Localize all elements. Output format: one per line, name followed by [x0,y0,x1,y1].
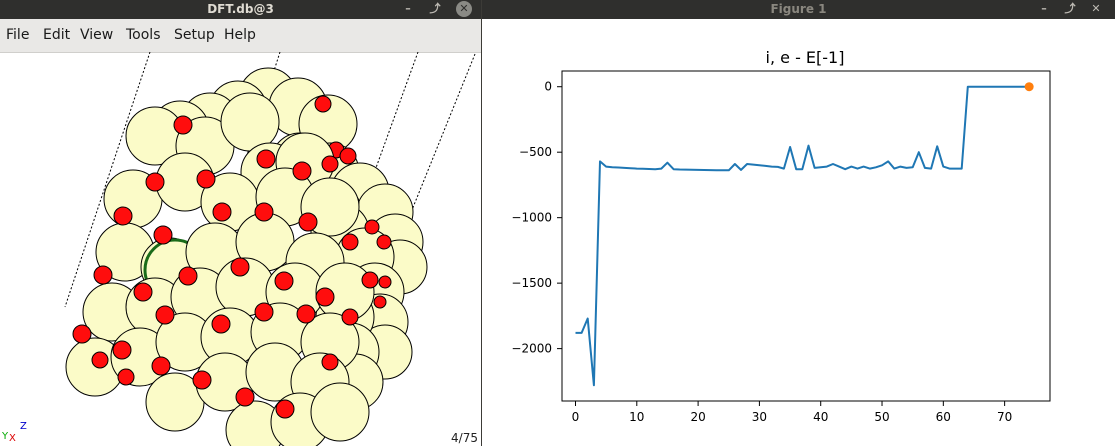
small-atom[interactable] [133,282,153,302]
x-tick-label: 70 [997,410,1012,424]
large-atom[interactable] [220,92,280,152]
y-tick-label: −1000 [511,211,552,225]
ase-gui-window: DFT.db@3 – ⤴ ✕ File Edit View Tools Setu… [0,0,481,446]
small-atom[interactable] [212,202,232,222]
small-atom[interactable] [296,304,316,324]
ase-titlebar[interactable]: DFT.db@3 – ⤴ ✕ [0,0,481,19]
small-atom[interactable] [192,370,212,390]
x-tick-label: 30 [752,410,767,424]
small-atom[interactable] [378,275,392,289]
small-atom[interactable] [275,399,295,419]
axes-indicator: Y X Z [2,414,32,444]
small-atom[interactable] [321,155,339,173]
small-atom[interactable] [151,356,171,376]
small-atom[interactable] [364,219,380,235]
atoms-structure [65,67,428,446]
small-atom[interactable] [145,172,165,192]
menu-tools[interactable]: Tools [126,27,161,43]
small-atom[interactable] [196,169,216,189]
maximize-button[interactable]: ⤴ [429,2,441,15]
small-atom[interactable] [112,340,132,360]
large-atom[interactable] [310,382,370,442]
figure-close-button[interactable]: ✕ [1091,2,1101,15]
small-atom[interactable] [256,149,276,169]
menu-file[interactable]: File [6,27,30,43]
y-axis-ticks: 0 −500 −1000 −1500 −2000 [511,80,562,356]
small-atom[interactable] [373,295,387,309]
small-atom[interactable] [117,368,135,386]
small-atom[interactable] [153,225,173,245]
x-tick-label: 60 [936,410,951,424]
small-atom[interactable] [173,115,193,135]
ase-window-title: DFT.db@3 [207,2,274,16]
small-atom[interactable] [235,387,255,407]
small-atom[interactable] [274,271,294,291]
x-tick-label: 50 [874,410,889,424]
small-atom[interactable] [254,302,274,322]
small-atom[interactable] [339,147,357,165]
current-frame-marker [1024,82,1034,92]
small-atom[interactable] [341,308,359,326]
small-atom[interactable] [211,314,231,334]
atoms-viewport[interactable] [0,52,481,446]
menu-edit[interactable]: Edit [43,27,71,43]
small-atom[interactable] [93,265,113,285]
axis-y-label: Y [2,431,9,442]
y-tick-label: −2000 [511,342,552,356]
y-tick-label: 0 [544,80,552,94]
small-atom[interactable] [292,161,312,181]
small-atom[interactable] [178,266,198,286]
x-axis-ticks: 0 10 20 30 40 50 60 70 [572,401,1012,424]
small-atom[interactable] [315,287,335,307]
small-atom[interactable] [155,305,175,325]
small-atom[interactable] [72,324,92,344]
figure-window-title: Figure 1 [770,2,827,16]
small-atom[interactable] [254,202,274,222]
minimize-button[interactable]: – [405,2,411,15]
small-atom[interactable] [321,353,339,371]
energy-series-line [575,85,1030,387]
small-atom[interactable] [361,271,379,289]
menu-view[interactable]: View [80,27,114,43]
figure-window: Figure 1 – ⤴ ✕ i, e - E[-1] 0 10 20 30 40 50 6… [482,0,1115,446]
y-tick-label: −500 [519,145,552,159]
x-tick-label: 10 [629,410,644,424]
menu-help[interactable]: Help [224,27,256,43]
axis-x-label: X [9,433,16,444]
small-atom[interactable] [376,234,392,250]
menu-bar: File Edit View Tools Setup Help [0,19,481,53]
menu-setup[interactable]: Setup [174,27,215,43]
x-tick-label: 0 [572,410,580,424]
close-button[interactable]: ✕ [456,1,472,17]
x-tick-label: 20 [690,410,705,424]
small-atom[interactable] [314,95,332,113]
frame-counter: 4/75 [451,431,478,445]
plot-title: i, e - E[-1] [766,48,845,67]
y-tick-label: −1500 [511,276,552,290]
plot-axes-frame [561,70,1051,402]
figure-titlebar[interactable]: Figure 1 – ⤴ ✕ [482,0,1115,19]
small-atom[interactable] [230,257,250,277]
axis-z-label: Z [20,421,27,432]
x-tick-label: 40 [813,410,828,424]
figure-minimize-button[interactable]: – [1041,2,1047,15]
energy-plot[interactable]: i, e - E[-1] 0 10 20 30 40 50 60 70 0 −500 −1000 −… [482,19,1115,446]
figure-maximize-button[interactable]: ⤴ [1064,2,1076,15]
small-atom[interactable] [341,233,359,251]
small-atom[interactable] [91,351,109,369]
small-atom[interactable] [298,212,318,232]
small-atom[interactable] [113,206,133,226]
